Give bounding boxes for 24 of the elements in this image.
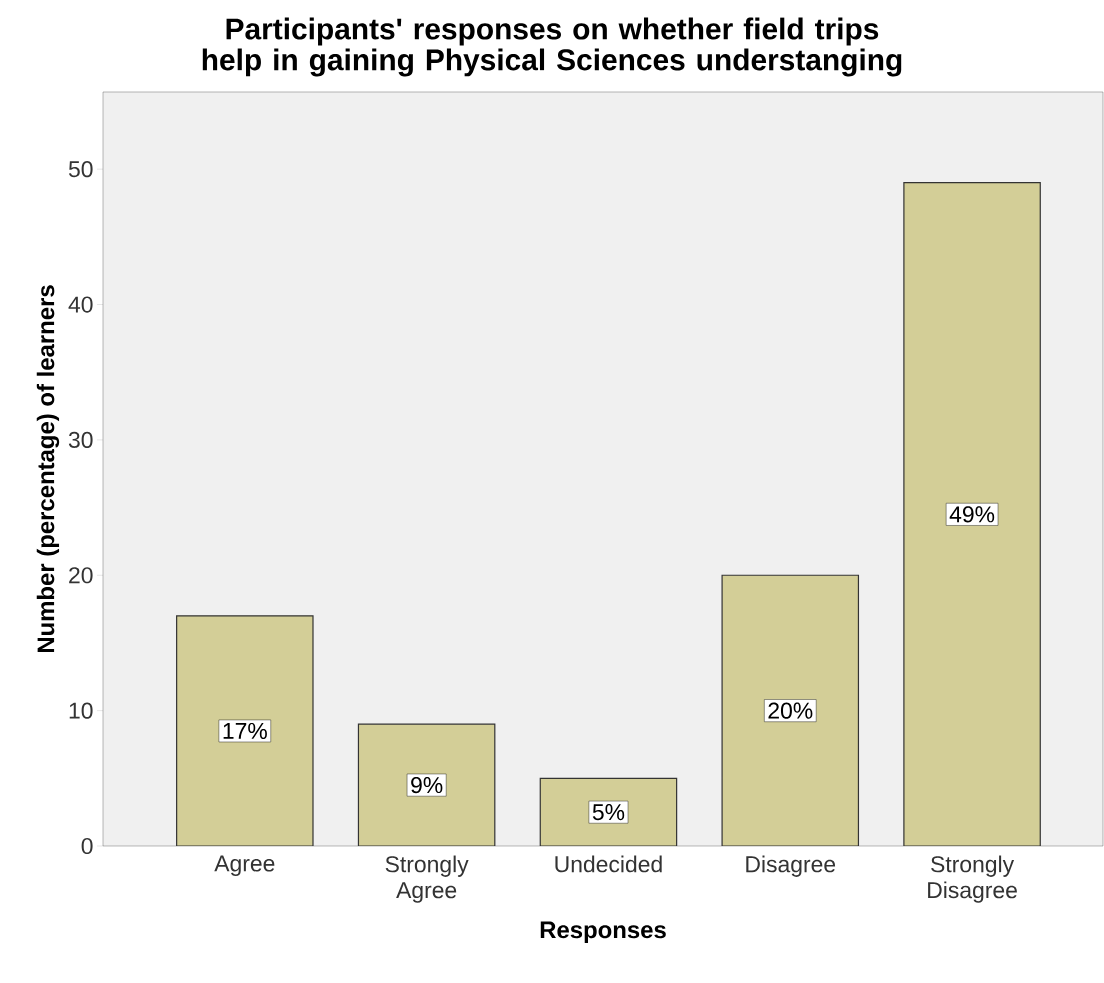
bar [722,575,859,846]
data-label: 20% [768,702,813,719]
y-tick-label: 0 [81,837,93,855]
x-tick-label: Disagree [746,855,836,877]
y-tick-label: 40 [68,296,93,313]
bar [176,615,313,846]
y-axis-title: Number (percentage) of learners [36,285,60,653]
y-tick-label: 10 [69,702,93,719]
x-tick-label: Strongly Agree [385,855,469,903]
y-tick-label: 50 [68,161,93,178]
data-label: 17% [223,722,267,739]
y-tick-label: 30 [68,431,93,448]
chart-title: Participants' responses on whether field trips help in gaining Physical Sciences understanging [202,17,902,77]
bar [358,724,495,846]
y-tick-label: 20 [69,567,93,584]
x-tick-label: Undecided [555,855,662,873]
data-label: 5% [592,804,625,821]
data-label: 9% [411,776,443,794]
x-tick-label: Agree [214,855,275,877]
x-tick-label: Strongly Disagree [928,855,1017,903]
data-label: 49% [949,506,995,523]
bar [540,778,677,846]
bar [903,182,1041,846]
x-axis-title: Responses [540,921,666,944]
